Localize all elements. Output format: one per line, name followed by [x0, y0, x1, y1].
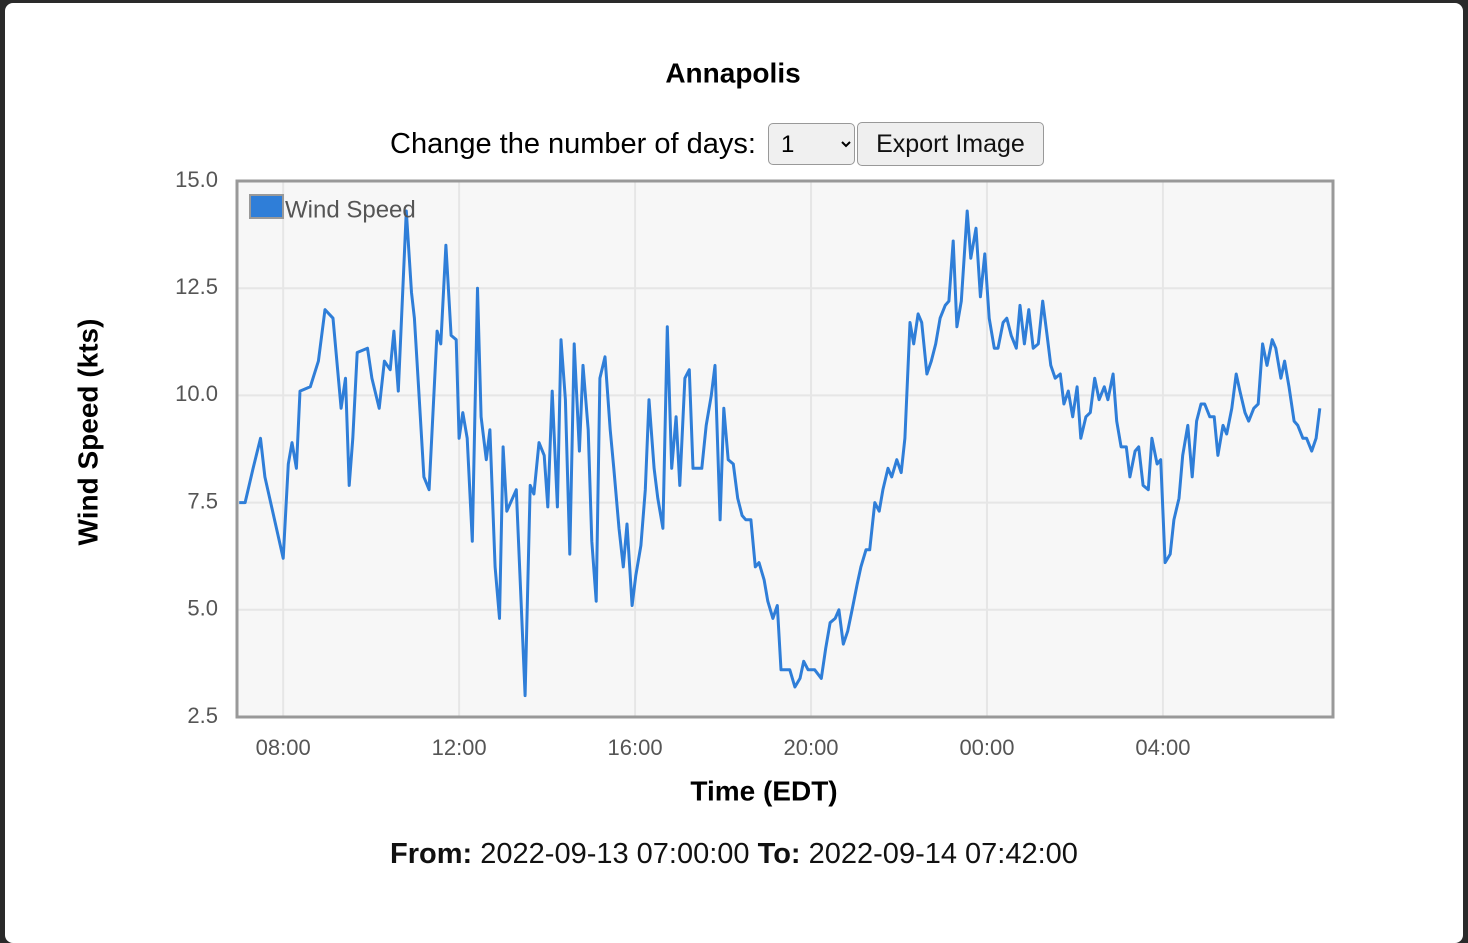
footer: From: 2022-09-13 07:00:00 To: 2022-09-14…: [0, 838, 1468, 871]
to-date: 2022-09-14 07:42:00: [808, 838, 1078, 870]
legend-label: Wind Speed: [285, 196, 416, 223]
marks: [239, 209, 1322, 698]
plot-area: [237, 181, 1333, 717]
from-label: From:: [390, 838, 473, 870]
y-tick-label: 10.0: [175, 381, 218, 406]
y-tick-label: 12.5: [175, 274, 218, 299]
x-axis-label: Time (EDT): [690, 775, 837, 806]
to-label: To:: [757, 838, 801, 870]
y-axis-label: Wind Speed (kts): [72, 319, 103, 546]
line: [239, 209, 1322, 698]
y-tick-label: 2.5: [187, 703, 218, 728]
y-tick-label: 7.5: [187, 488, 218, 513]
from-date: 2022-09-13 07:00:00: [480, 838, 750, 870]
days-label: Change the number of days:: [390, 127, 756, 160]
x-tick-label: 00:00: [959, 735, 1014, 760]
x-tick-label: 08:00: [256, 735, 311, 760]
x-tick-label: 12:00: [432, 735, 487, 760]
plot-border: [235, 179, 1335, 719]
x-tick-label: 16:00: [608, 735, 663, 760]
chart-title: Annapolis: [665, 57, 800, 88]
y-tick-label: 5.0: [187, 596, 218, 621]
x-tick-label: 20:00: [783, 735, 838, 760]
days-select[interactable]: 1: [767, 123, 855, 165]
legend-swatch: [249, 194, 284, 219]
x-tick-label: 04:00: [1135, 735, 1190, 760]
export-button[interactable]: Export Image: [856, 122, 1044, 166]
controls: Change the number of days: 1 Export Imag…: [390, 122, 1044, 166]
y-tick-label: 15.0: [175, 167, 218, 192]
